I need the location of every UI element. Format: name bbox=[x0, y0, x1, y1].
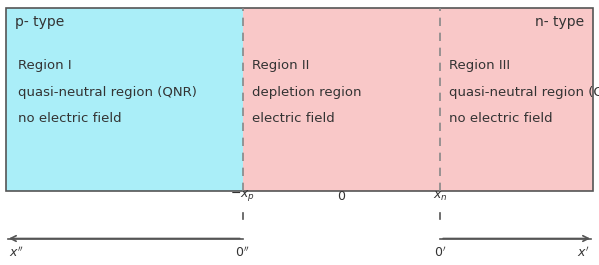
Text: $x''$: $x''$ bbox=[9, 246, 24, 260]
Text: n- type: n- type bbox=[535, 15, 584, 29]
Bar bbox=[243, 8, 593, 191]
Text: $x'$: $x'$ bbox=[577, 246, 590, 260]
Text: $0$: $0$ bbox=[337, 190, 346, 203]
Bar bbox=[6, 8, 243, 191]
Text: no electric field: no electric field bbox=[18, 112, 122, 125]
Text: quasi-neutral region (QNR): quasi-neutral region (QNR) bbox=[18, 86, 197, 99]
Text: Region II: Region II bbox=[252, 59, 309, 72]
Text: $0''$: $0''$ bbox=[235, 246, 250, 260]
Text: depletion region: depletion region bbox=[252, 86, 361, 99]
Text: $-x_p$: $-x_p$ bbox=[230, 188, 255, 203]
Text: Region I: Region I bbox=[18, 59, 72, 72]
Text: electric field: electric field bbox=[252, 112, 334, 125]
Text: $0'$: $0'$ bbox=[434, 246, 446, 260]
Text: p- type: p- type bbox=[15, 15, 64, 29]
Bar bbox=[6, 8, 593, 191]
Text: $x_n$: $x_n$ bbox=[433, 190, 447, 203]
Text: Region III: Region III bbox=[449, 59, 510, 72]
Text: quasi-neutral region (QNR): quasi-neutral region (QNR) bbox=[449, 86, 599, 99]
Text: no electric field: no electric field bbox=[449, 112, 553, 125]
